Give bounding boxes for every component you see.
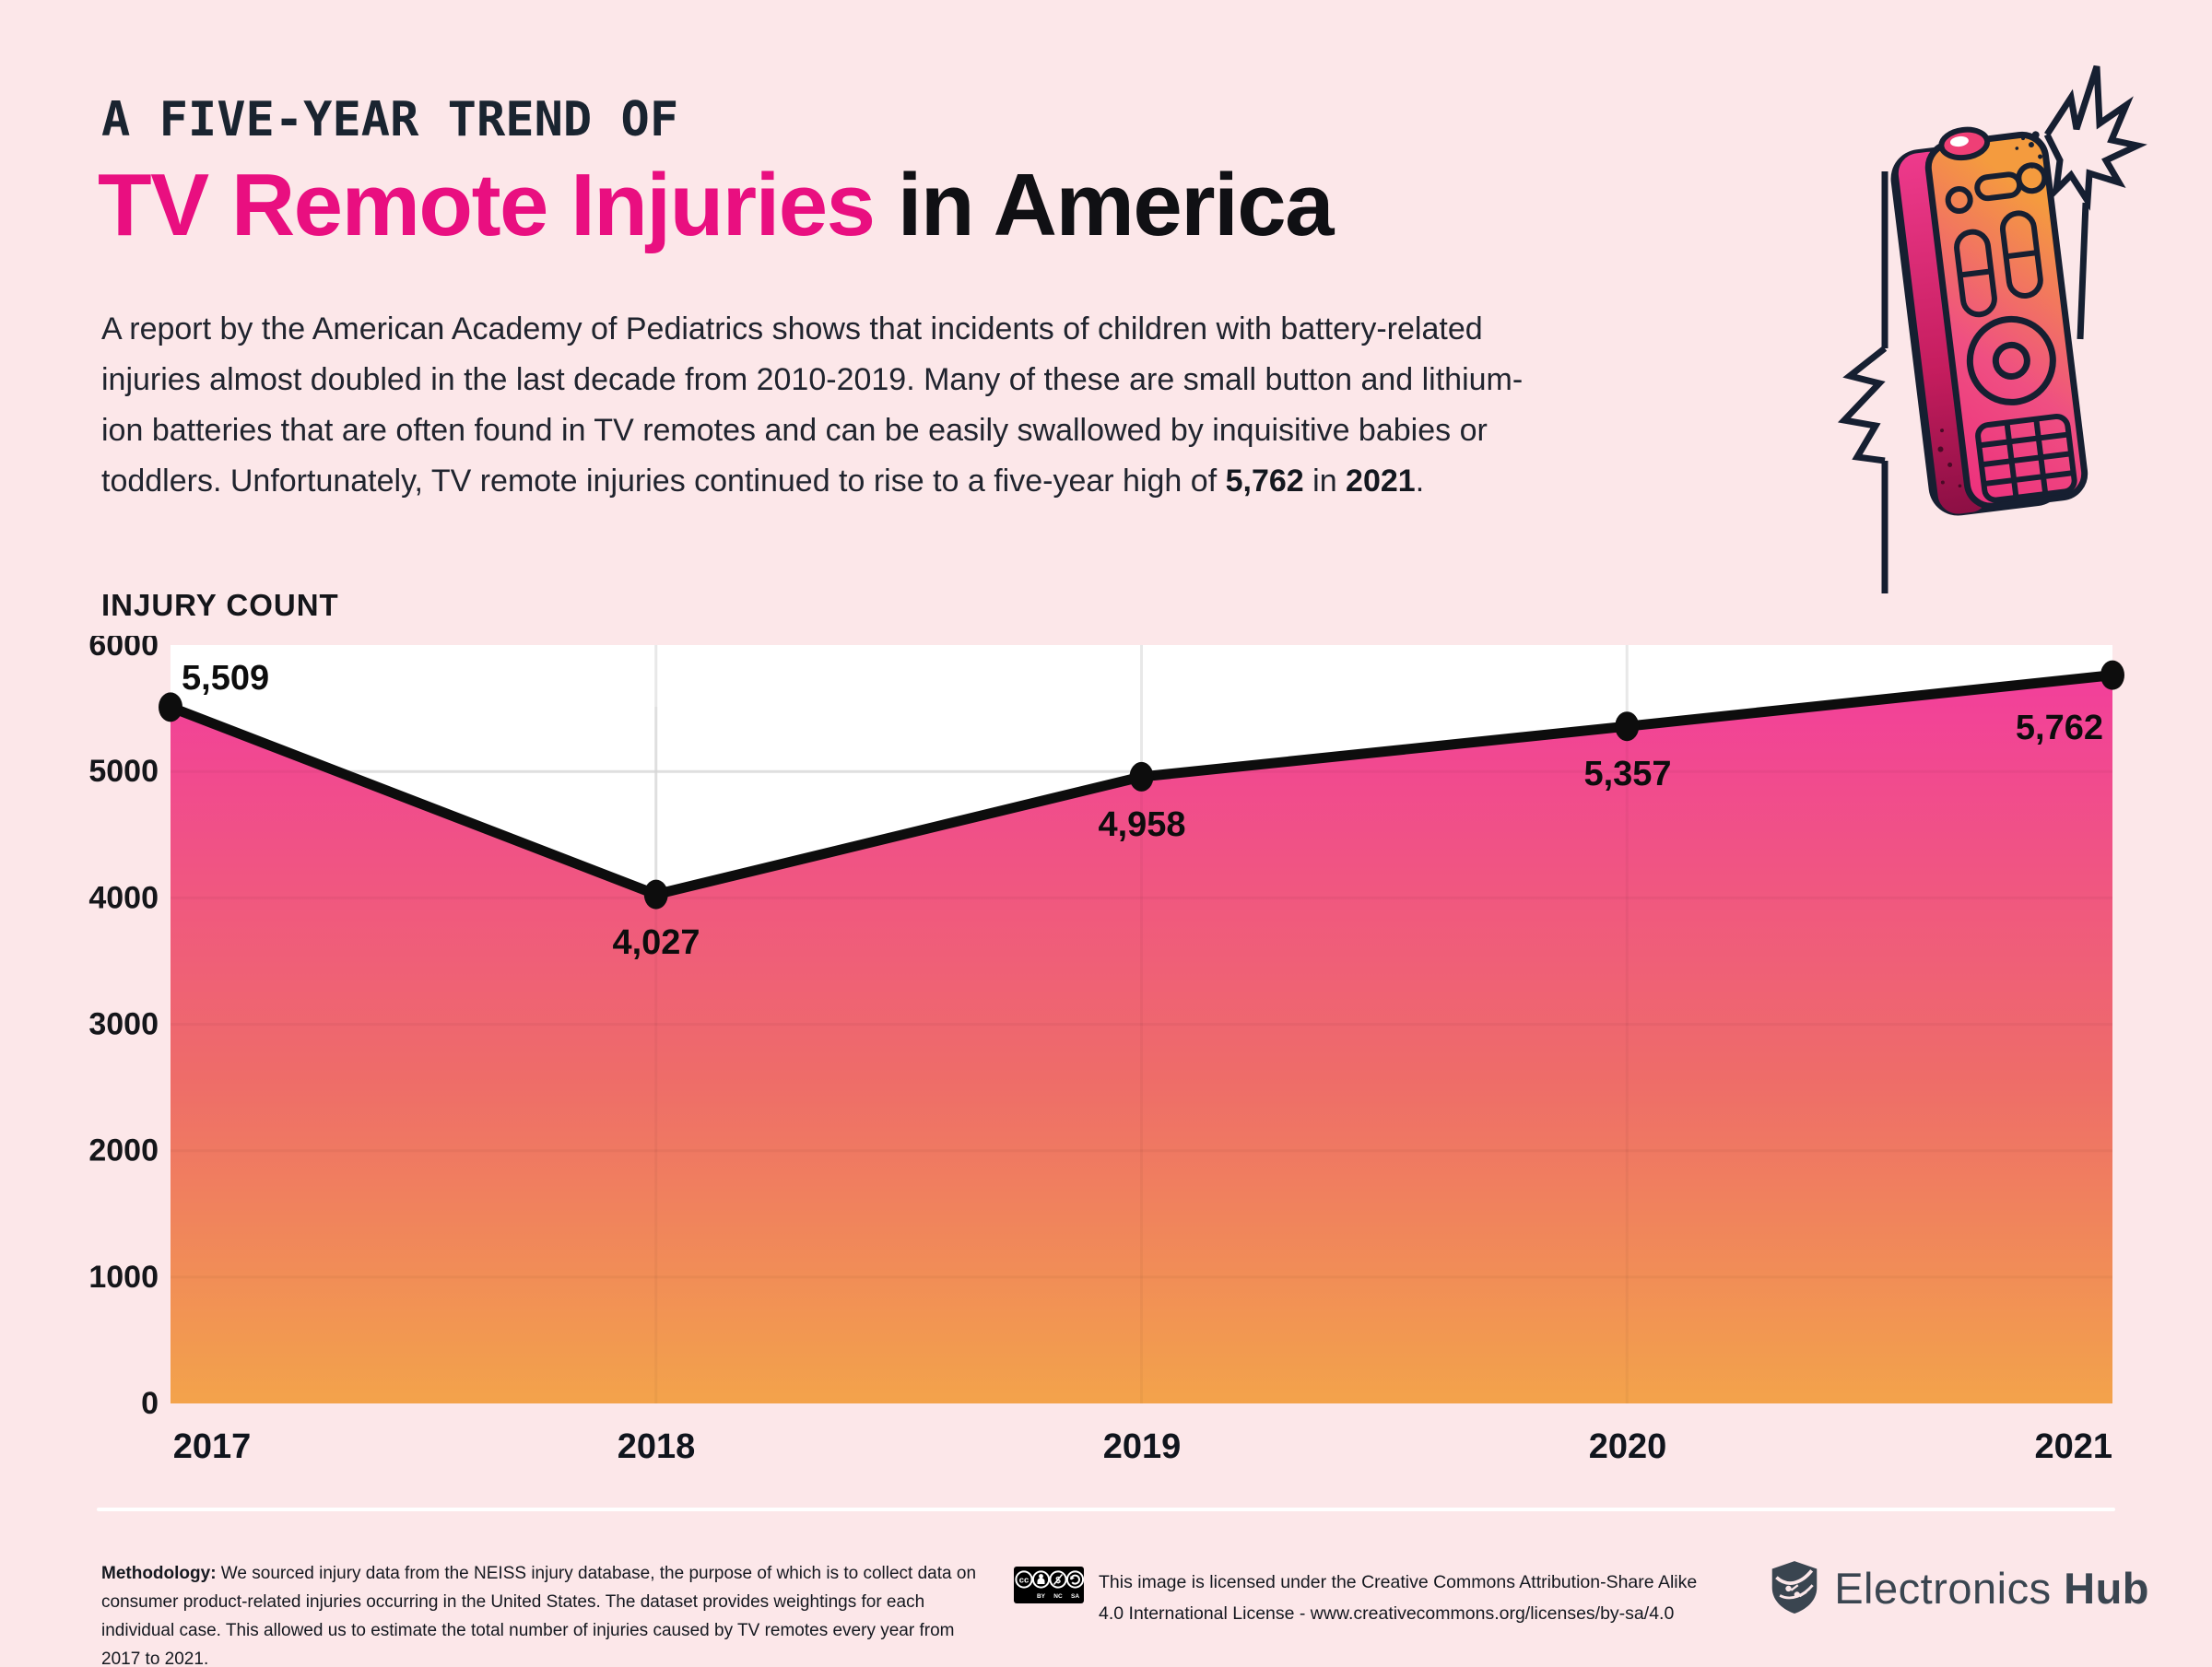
- svg-text:6000: 6000: [88, 636, 159, 663]
- svg-text:$: $: [1055, 1576, 1061, 1586]
- cc-license-badge-icon: cc $ BY NC SA: [1014, 1567, 1084, 1603]
- intro-highlight-value: 5,762: [1225, 464, 1304, 499]
- methodology-text: Methodology: We sourced injury data from…: [101, 1564, 977, 1667]
- title-rest: in America: [874, 156, 1335, 254]
- data-points: [159, 660, 2124, 910]
- intro-highlight-year: 2021: [1346, 464, 1416, 499]
- remote-speckles-icon: [2015, 131, 2043, 169]
- svg-text:2000: 2000: [88, 1133, 159, 1168]
- svg-text:2018: 2018: [618, 1427, 696, 1466]
- tv-remote-illustration-icon: [1837, 65, 2147, 593]
- remote-stripe-speckles-icon: [1937, 428, 1962, 488]
- license-text: This image is licensed under the Creativ…: [1099, 1572, 1698, 1624]
- svg-text:4000: 4000: [88, 880, 159, 915]
- point-label-2018: 4,027: [612, 923, 700, 962]
- injury-trend-chart: 5,509 4,027 4,958 5,357 5,762 6000 5000 …: [88, 636, 2124, 1466]
- burst-right-icon: [2043, 65, 2147, 211]
- kicker-text: A FIVE-YEAR TREND OF: [101, 92, 679, 147]
- intro-paragraph: A report by the American Academy of Pedi…: [101, 311, 1524, 499]
- footer-divider: [97, 1508, 2115, 1511]
- zigzag-left-icon: [1837, 171, 1888, 593]
- svg-text:3000: 3000: [88, 1007, 159, 1042]
- y-axis-ticks: 6000 5000 4000 3000 2000 1000 0: [88, 636, 159, 1421]
- svg-text:1000: 1000: [88, 1260, 159, 1295]
- remote-buttons-icon: [1945, 162, 2077, 503]
- zigzag-right-icon: [2077, 202, 2089, 340]
- brand-logo: Electronics Hub: [1769, 1559, 2149, 1616]
- svg-text:SA: SA: [1071, 1593, 1079, 1600]
- brand-name: Electronics Hub: [1834, 1563, 2149, 1613]
- chart-title: INJURY COUNT: [101, 588, 339, 622]
- svg-text:cc: cc: [1019, 1576, 1030, 1586]
- page-title: TV Remote Injuries in America: [98, 155, 1335, 256]
- point-label-2017: 5,509: [182, 659, 269, 698]
- point-label-2020: 5,357: [1583, 755, 1671, 793]
- point-label-2021: 5,762: [2016, 709, 2103, 747]
- license-block: cc $ BY NC SA This image is licensed und…: [1014, 1567, 1697, 1629]
- svg-text:2019: 2019: [1103, 1427, 1182, 1466]
- svg-text:NC: NC: [1053, 1593, 1063, 1600]
- shield-circuit-icon: [1771, 1561, 1818, 1614]
- svg-text:0: 0: [141, 1386, 159, 1421]
- svg-text:2017: 2017: [173, 1427, 252, 1466]
- svg-text:BY: BY: [1037, 1593, 1046, 1600]
- area-series: [171, 675, 2112, 1403]
- title-highlight: TV Remote Injuries: [98, 156, 876, 254]
- svg-text:5000: 5000: [88, 754, 159, 789]
- svg-text:2021: 2021: [2034, 1427, 2112, 1466]
- point-labels: 5,509 4,027 4,958 5,357 5,762: [182, 659, 2103, 962]
- point-label-2019: 4,958: [1098, 805, 1185, 844]
- x-axis-ticks: 2017 2018 2019 2020 2021: [173, 1427, 2112, 1466]
- svg-text:2020: 2020: [1589, 1427, 1667, 1466]
